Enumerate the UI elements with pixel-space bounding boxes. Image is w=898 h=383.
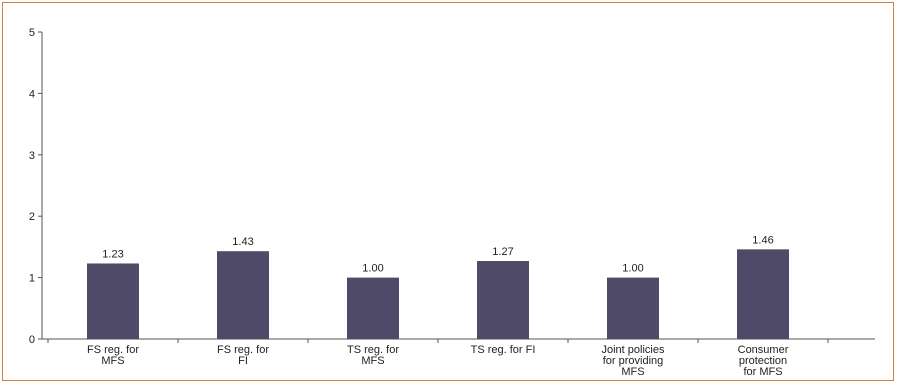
x-tick-label: for providing [603, 355, 664, 367]
x-tick-label: MFS [621, 366, 644, 378]
data-label: 1.43 [232, 236, 253, 248]
y-tick-label: 2 [29, 211, 35, 223]
y-tick-label: 4 [29, 88, 35, 100]
data-label: 1.27 [492, 246, 513, 258]
x-tick-label: Joint policies [602, 344, 665, 356]
x-tick-label: for MFS [743, 366, 782, 378]
bar [87, 263, 139, 339]
bar [347, 277, 399, 339]
y-tick-label: 5 [29, 27, 35, 39]
data-label: 1.23 [102, 248, 123, 260]
x-tick-label: FS reg. for [217, 344, 269, 356]
bar [607, 277, 659, 339]
x-tick-label: FI [238, 355, 248, 367]
x-tick-label: MFS [361, 355, 384, 367]
data-label: 1.00 [362, 263, 383, 275]
y-tick-label: 3 [29, 150, 35, 162]
x-tick-label: TS reg. for FI [471, 344, 536, 356]
x-tick-label: Consumer [738, 344, 789, 356]
x-tick-label: MFS [101, 355, 124, 367]
x-tick-label: FS reg. for [87, 344, 139, 356]
bar [217, 251, 269, 339]
y-tick-label: 0 [29, 334, 35, 346]
x-tick-label: protection [739, 355, 787, 367]
y-tick-label: 1 [29, 273, 35, 285]
bar [477, 261, 529, 339]
bar [737, 249, 789, 339]
data-label: 1.00 [622, 263, 643, 275]
x-tick-label: TS reg. for [347, 344, 399, 356]
data-label: 1.46 [752, 234, 773, 246]
